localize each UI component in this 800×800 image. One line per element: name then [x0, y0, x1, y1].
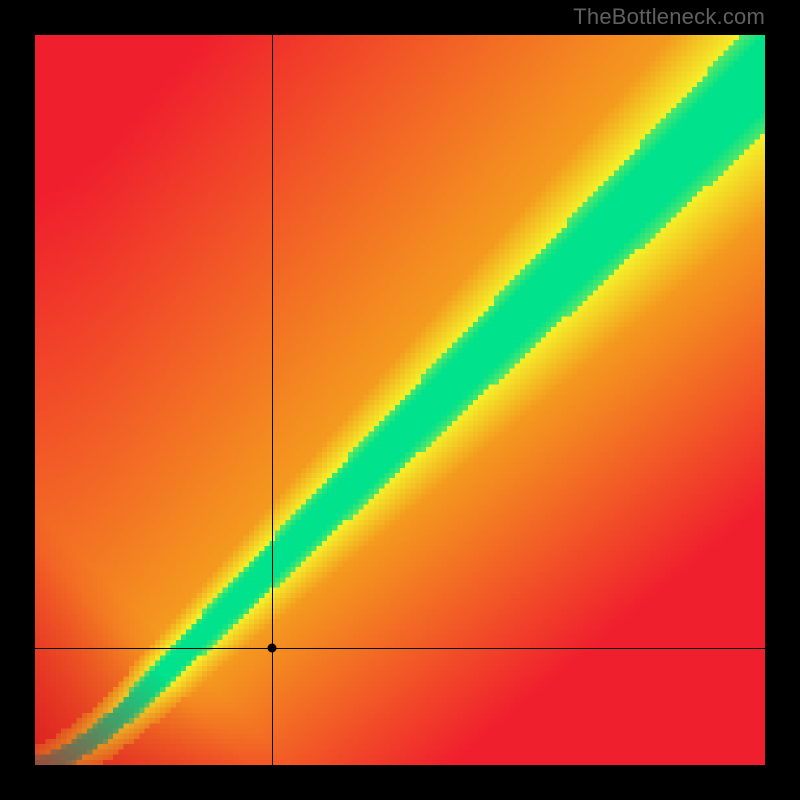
heatmap-canvas [35, 35, 765, 765]
marker-dot [268, 644, 277, 653]
crosshair-vertical [272, 35, 273, 765]
chart-frame: TheBottleneck.com [0, 0, 800, 800]
heatmap-plot [35, 35, 765, 765]
watermark-text: TheBottleneck.com [573, 4, 765, 30]
crosshair-horizontal [35, 648, 765, 649]
